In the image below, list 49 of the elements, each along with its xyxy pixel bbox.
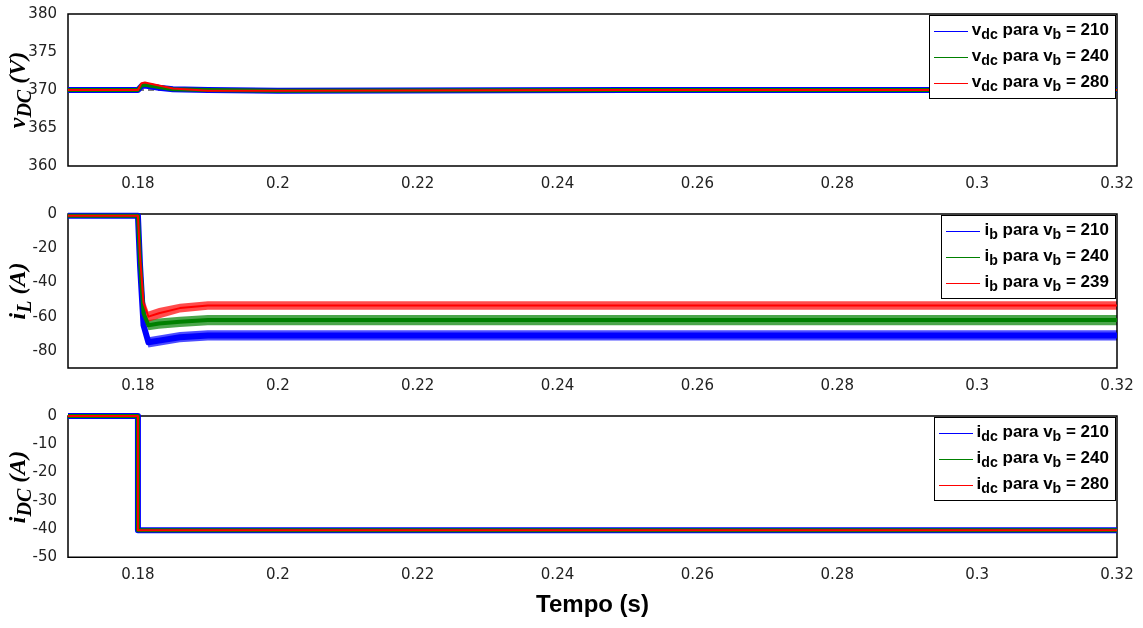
x-tick-label: 0.2 (265, 565, 290, 584)
x-tick-label: 0.32 (1100, 565, 1134, 584)
x-tick-label: 0.28 (820, 173, 854, 192)
legend-label: i$_{dc}$ para v$_{b}$ = 210 (976, 421, 1109, 445)
x-tick-label: 0.18 (121, 173, 155, 192)
legend-label: i$_{dc}$ para v$_{b}$ = 240 (976, 447, 1109, 471)
x-tick-label: 0.22 (400, 173, 435, 192)
x-tick-label: 0.3 (965, 173, 990, 192)
legend-label: v$_{dc}$ para v$_{b}$ = 280 (971, 71, 1109, 95)
legend-label: v$_{dc}$ para v$_{b}$ = 240 (971, 45, 1109, 69)
y-tick-label: 360 (28, 155, 57, 174)
x-tick-label: 0.28 (820, 375, 854, 394)
x-tick-label: 0.26 (680, 173, 715, 192)
y-tick-label: 375 (28, 41, 57, 60)
y-tick-label: -60 (32, 306, 57, 325)
x-tick-label: 0.28 (820, 565, 854, 584)
x-tick-label: 0.24 (540, 565, 575, 584)
x-tick-label: 0.2 (265, 375, 290, 394)
x-axis-title: Tempo (s) (536, 590, 649, 618)
legend-label: v$_{dc}$ para v$_{b}$ = 210 (971, 19, 1109, 43)
y-tick-label: -80 (32, 340, 57, 359)
x-tick-label: 0.22 (400, 565, 435, 584)
y-tick-label: -40 (32, 272, 57, 291)
legend-label: i$_{dc}$ para v$_{b}$ = 280 (976, 473, 1109, 497)
x-tick-label: 0.22 (400, 375, 435, 394)
y-tick-label: -30 (32, 490, 57, 509)
x-tick-label: 0.18 (121, 565, 155, 584)
x-tick-label: 0.24 (540, 173, 575, 192)
y-tick-label: -20 (32, 462, 57, 481)
legend-label: i$_{b}$ para v$_{b}$ = 240 (984, 245, 1109, 269)
legend-label: i$_{b}$ para v$_{b}$ = 210 (984, 219, 1109, 243)
x-tick-label: 0.26 (680, 565, 715, 584)
x-tick-label: 0.32 (1100, 375, 1134, 394)
x-tick-label: 0.2 (265, 173, 290, 192)
x-tick-label: 0.32 (1100, 173, 1134, 192)
y-tick-label: -40 (32, 518, 57, 537)
x-tick-label: 0.26 (680, 375, 715, 394)
x-tick-label: 0.18 (121, 375, 155, 394)
y-tick-label: 0 (47, 203, 57, 222)
x-tick-label: 0.3 (965, 565, 990, 584)
x-tick-label: 0.3 (965, 375, 990, 394)
y-tick-label: -50 (32, 547, 57, 566)
x-tick-label: 0.24 (540, 375, 575, 394)
y-tick-label: -20 (32, 238, 57, 257)
y-tick-label: 380 (28, 3, 57, 22)
y-tick-label: -10 (32, 434, 57, 453)
y-tick-label: 365 (28, 117, 57, 136)
legend-label: i$_{b}$ para v$_{b}$ = 239 (984, 271, 1109, 295)
y-tick-label: 0 (47, 405, 57, 424)
